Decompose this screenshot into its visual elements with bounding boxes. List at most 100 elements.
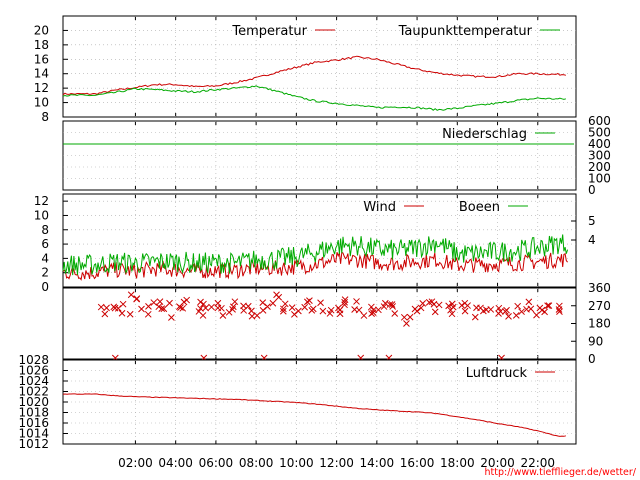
scatter-mark (219, 312, 227, 319)
legend-label: Taupunkttemperatur (398, 24, 533, 39)
legend-label: Niederschlag (442, 127, 527, 142)
scatter-mark (119, 300, 127, 308)
scatter-mark (103, 304, 110, 312)
x-tick-label: 08:00 (239, 456, 274, 470)
scatter-mark (150, 299, 158, 306)
scatter-mark (487, 306, 495, 313)
right-tick-label: 180 (588, 317, 611, 331)
y-tick-label: 14 (34, 67, 49, 81)
scatter-mark (435, 301, 443, 309)
panel-4: 0 90 180 270 360 (62, 281, 611, 366)
scatter-mark (145, 303, 152, 310)
scatter-mark (512, 312, 520, 319)
scatter-mark (202, 304, 209, 312)
scatter-mark (160, 305, 168, 313)
scatter-mark (253, 312, 261, 319)
series-line (62, 234, 569, 276)
legend-label: Boeen (459, 200, 500, 215)
y-tick-label: 1024 (18, 374, 49, 388)
scatter-mark (179, 304, 187, 312)
credit-link: http://www.tiefflieger.de/wetter/ (485, 467, 637, 478)
scatter-mark (341, 298, 348, 306)
scatter-mark (214, 299, 222, 307)
scatter-mark (144, 310, 152, 318)
scatter-mark (110, 303, 118, 311)
right-tick-label: 0 (588, 352, 596, 366)
x-tick-label: 16:00 (400, 456, 435, 470)
scatter-mark (448, 300, 456, 308)
scatter-mark (514, 302, 522, 310)
scatter-mark (208, 303, 215, 311)
scatter-mark (360, 312, 368, 319)
scatter-mark (417, 304, 425, 312)
x-tick-label: 02:00 (118, 456, 153, 470)
legend-label: Wind (363, 200, 396, 215)
scatter-mark (503, 306, 510, 314)
x-tick-label: 12:00 (319, 456, 354, 470)
scatter-mark (280, 305, 287, 313)
scatter-mark (419, 300, 427, 307)
scatter-mark (389, 303, 397, 310)
scatter-mark (391, 310, 399, 317)
y-tick-label: 1012 (18, 437, 49, 451)
scatter-mark (275, 293, 283, 301)
x-tick-label: 06:00 (199, 456, 234, 470)
scatter-mark (479, 307, 487, 315)
y-tick-label: 0 (41, 280, 49, 294)
scatter-mark (545, 302, 553, 310)
y-tick-label: 1016 (18, 416, 49, 430)
scatter-mark (248, 307, 255, 315)
scatter-mark (138, 305, 145, 313)
scatter-mark (413, 307, 421, 315)
right-tick-label: 270 (588, 299, 611, 313)
scatter-mark (326, 310, 334, 317)
scatter-mark (541, 308, 548, 316)
y-tick-label: 18 (34, 38, 49, 52)
right-tick-label: 400 (588, 137, 611, 151)
panel-frame (62, 15, 577, 118)
x-tick-label: 20:00 (480, 456, 515, 470)
right-tick-label: 4 (588, 233, 596, 247)
series-line (62, 55, 567, 96)
x-tick-label: 10:00 (279, 456, 314, 470)
scatter-mark (518, 308, 525, 316)
y-tick-label: 1020 (18, 395, 49, 409)
x-tick-label: 14:00 (360, 456, 395, 470)
scatter-mark (368, 303, 375, 311)
scatter-mark (118, 309, 126, 317)
scatter-mark (101, 310, 109, 318)
legend-label: Luftdruck (466, 366, 528, 381)
scatter-mark (281, 300, 289, 308)
scatter-mark (133, 295, 141, 302)
scatter-mark (400, 313, 408, 321)
panel-frame (62, 287, 577, 360)
right-tick-label: 600 (588, 114, 611, 128)
scatter-mark (231, 298, 239, 306)
y-tick-label: 1028 (18, 353, 49, 367)
series-line (62, 85, 567, 111)
y-tick-label: 1014 (18, 427, 49, 441)
scatter-mark (555, 306, 563, 313)
scatter-mark (229, 303, 237, 311)
scatter-mark (495, 310, 502, 317)
scatter-mark (197, 298, 204, 306)
scatter-mark (458, 302, 466, 309)
scatter-mark (375, 306, 382, 314)
y-tick-label: 12 (34, 81, 49, 95)
scatter-mark (353, 298, 360, 305)
x-tick-label: 04:00 (158, 456, 193, 470)
scatter-mark (505, 312, 512, 320)
scatter-mark (166, 299, 173, 307)
right-tick-label: 0 (588, 183, 596, 197)
scatter-mark (158, 305, 166, 312)
scatter-mark (369, 309, 377, 316)
scatter-mark (156, 298, 164, 306)
right-tick-label: 5 (588, 214, 596, 228)
y-tick-label: 4 (41, 251, 49, 265)
scatter-mark (200, 300, 207, 308)
